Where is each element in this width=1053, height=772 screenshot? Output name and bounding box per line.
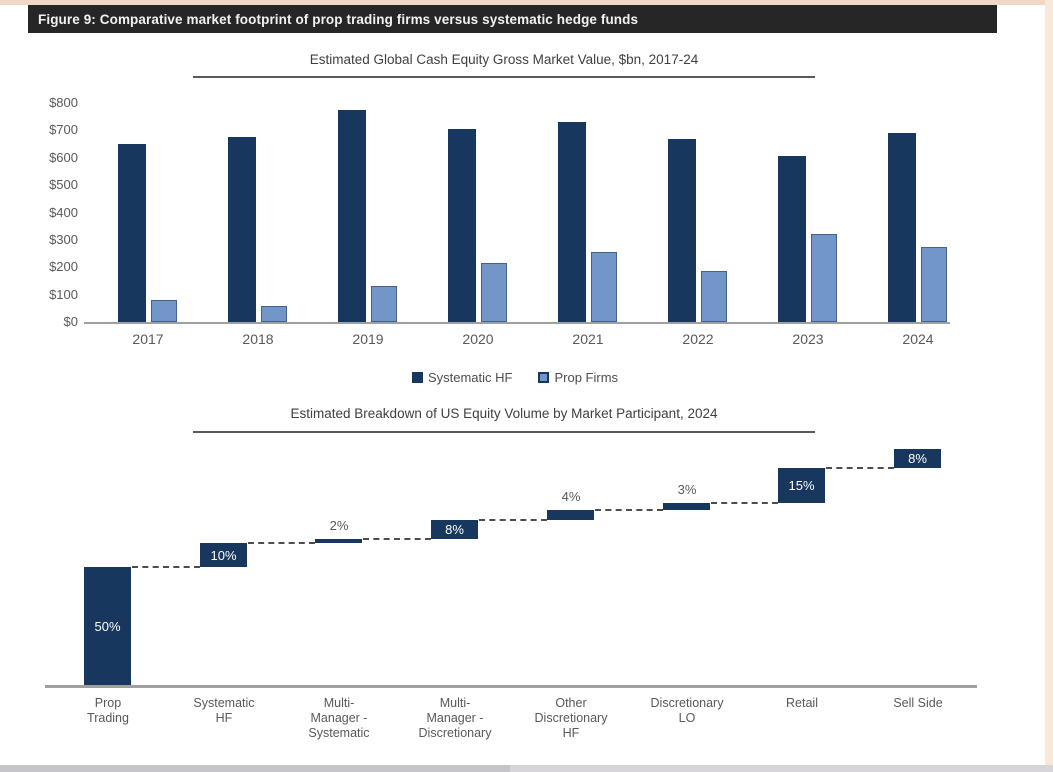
waterfall-bar: 8%	[431, 519, 478, 539]
waterfall-bar	[315, 538, 362, 544]
bar-prop-firms	[371, 286, 397, 322]
y-axis-tick-label: $500	[49, 177, 78, 193]
bar-systematic-hf	[228, 137, 256, 322]
waterfall-bar	[547, 510, 594, 520]
waterfall-connector	[363, 537, 431, 540]
waterfall-chart-title-rule	[193, 431, 815, 433]
y-axis-tick-label: $200	[49, 259, 78, 275]
bar-prop-firms	[481, 263, 507, 322]
waterfall-value-label: 3%	[677, 482, 697, 498]
bottom-border-strip-left	[0, 765, 510, 772]
x-axis-year-label: 2023	[792, 331, 824, 347]
waterfall-connector	[595, 509, 663, 512]
bar-prop-firms	[591, 252, 617, 322]
bar-systematic-hf	[448, 129, 476, 322]
waterfall-category-label: Multi-	[323, 696, 355, 710]
x-axis-year-label: 2019	[352, 331, 384, 347]
waterfall-bar	[663, 503, 710, 511]
waterfall-category-label: Retail	[786, 696, 818, 710]
y-axis-tick-label: $400	[49, 204, 78, 220]
waterfall-bar: 15%	[778, 467, 825, 504]
x-axis-year-label: 2020	[462, 331, 494, 347]
bar-prop-firms	[151, 300, 177, 322]
waterfall-category-label: LO	[678, 711, 696, 725]
waterfall-category-label: Other	[555, 696, 587, 710]
x-axis-year-label: 2018	[242, 331, 274, 347]
waterfall-category-label: HF	[562, 726, 580, 740]
waterfall-chart-title: Estimated Breakdown of US Equity Volume …	[290, 406, 718, 421]
legend-item-systematic-hf: Systematic HF	[411, 370, 513, 385]
x-axis-year-label: 2017	[132, 331, 164, 347]
bar-systematic-hf	[888, 133, 916, 322]
legend-swatch-prop-firms	[538, 372, 550, 383]
bar-systematic-hf	[778, 156, 806, 322]
waterfall-bar: 8%	[894, 449, 941, 468]
waterfall-category-label: Multi-	[439, 696, 471, 710]
figure-caption-bar: Figure 9: Comparative market footprint o…	[28, 5, 997, 33]
waterfall-category-label: Trading	[87, 711, 129, 725]
bar-systematic-hf	[558, 122, 586, 322]
bar-prop-firms	[811, 234, 837, 322]
y-axis-tick-label: $100	[49, 286, 78, 302]
waterfall-connector	[711, 502, 778, 505]
waterfall-baseline	[45, 685, 977, 688]
waterfall-category-label: Manager -	[426, 711, 484, 725]
waterfall-category-label: Manager -	[310, 711, 368, 725]
waterfall-category-label: Discretionary	[650, 696, 724, 710]
y-axis-tick-label: $700	[49, 122, 78, 138]
y-axis-tick-label: $600	[49, 149, 78, 165]
bar-chart-title: Estimated Global Cash Equity Gross Marke…	[309, 52, 699, 67]
waterfall-category-label: Discretionary	[418, 726, 492, 740]
bar-prop-firms	[921, 246, 947, 322]
x-axis-year-label: 2022	[682, 331, 714, 347]
waterfall-value-label: 4%	[561, 489, 581, 505]
y-axis-tick-label: $300	[49, 231, 78, 247]
waterfall-connector	[826, 466, 894, 469]
bar-chart-title-rule	[193, 76, 815, 78]
waterfall-connector	[132, 566, 200, 568]
x-axis-year-label: 2021	[572, 331, 604, 347]
waterfall-bar: 50%	[84, 567, 131, 685]
waterfall-value-label: 2%	[329, 517, 349, 533]
waterfall-connector	[248, 542, 315, 545]
right-border-strip	[1045, 0, 1053, 772]
bar-chart-legend: Systematic HF Prop Firms	[300, 370, 730, 385]
waterfall-category-label: Sell Side	[893, 696, 943, 710]
waterfall-category-label: HF	[215, 711, 233, 725]
x-axis-year-label: 2024	[902, 331, 934, 347]
bar-systematic-hf	[118, 144, 146, 322]
y-axis-tick-label: $800	[49, 95, 78, 110]
bar-prop-firms	[261, 305, 287, 322]
y-axis-tick-label: $0	[63, 314, 78, 329]
legend-label-systematic-hf: Systematic HF	[427, 370, 513, 385]
waterfall-category-label: Systematic	[308, 726, 370, 740]
bar-systematic-hf	[668, 138, 696, 322]
waterfall-category-label: Discretionary	[534, 711, 608, 725]
bottom-border-strip-right	[510, 765, 1053, 772]
waterfall-category-label: Systematic	[193, 696, 255, 710]
waterfall-bar: 10%	[200, 543, 247, 567]
waterfall-category-label: Prop	[94, 696, 122, 710]
legend-item-prop-firms: Prop Firms	[538, 370, 618, 385]
waterfall-connector	[479, 518, 547, 521]
figure-caption-text: Figure 9: Comparative market footprint o…	[38, 11, 639, 27]
legend-swatch-systematic-hf	[411, 372, 423, 383]
bar-prop-firms	[701, 271, 727, 322]
x-axis-line	[84, 322, 950, 324]
legend-label-prop-firms: Prop Firms	[554, 370, 619, 385]
bar-systematic-hf	[338, 109, 366, 322]
top-border-strip	[0, 0, 1053, 5]
